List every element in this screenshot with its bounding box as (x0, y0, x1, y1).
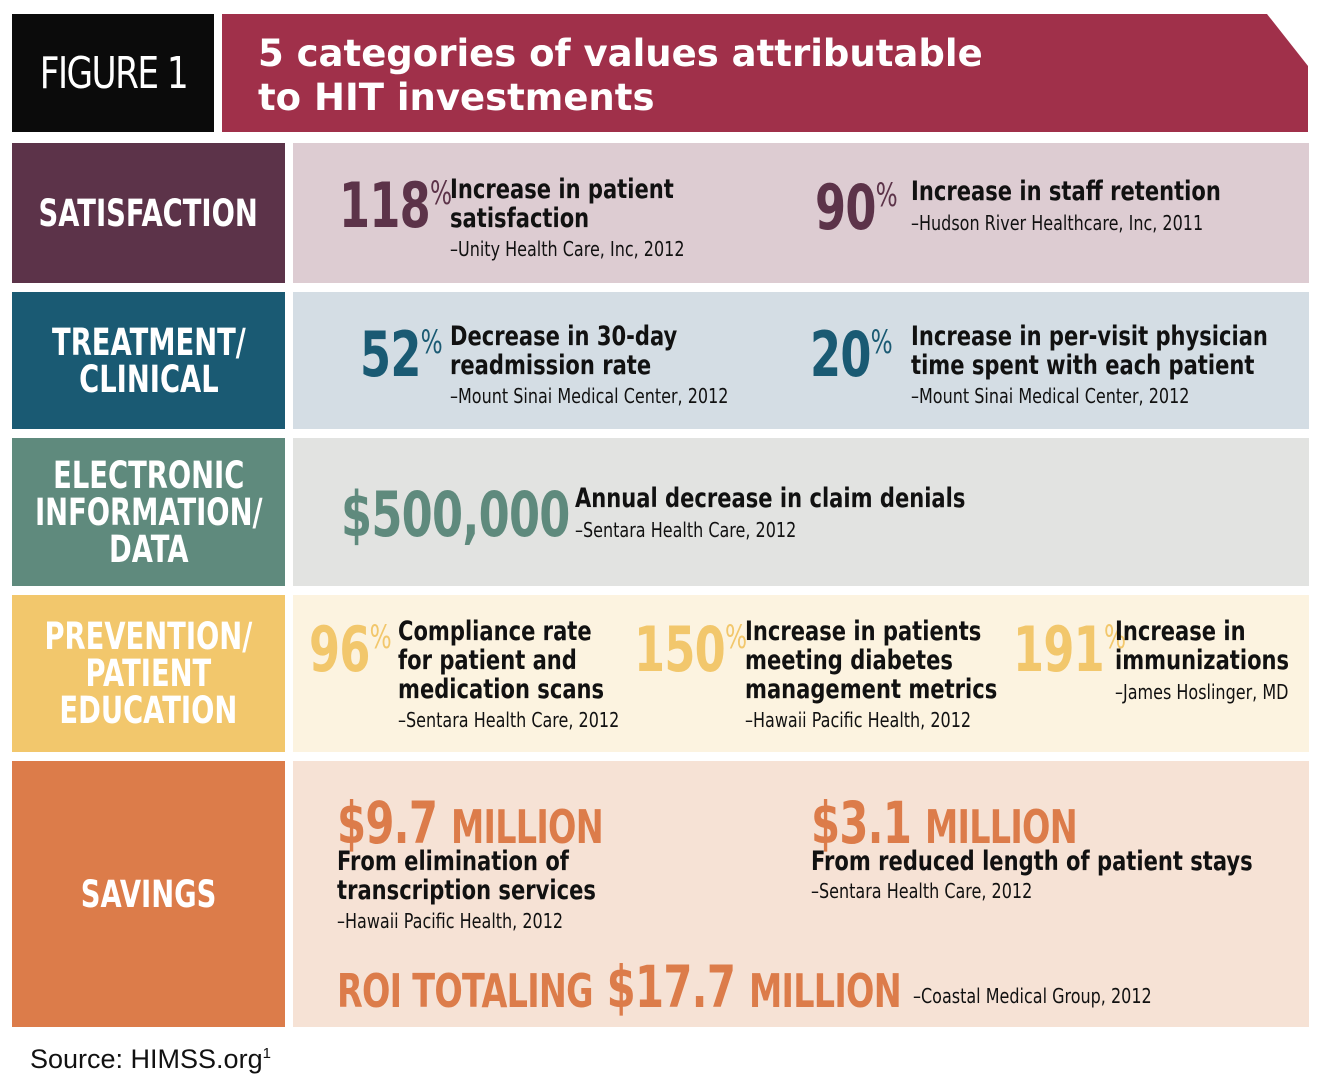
stat-source: –Hawaii Pacific Health, 2012 (337, 909, 564, 933)
category-label: SATISFACTION (38, 191, 259, 235)
stat-value: 90% (815, 171, 898, 244)
stat-description: Increase in patients meeting diabetes ma… (745, 616, 998, 705)
stat-source: –Mount Sinai Medical Center, 2012 (911, 384, 1190, 408)
stat-value: $3.1 MILLION (811, 789, 1078, 857)
stat-source: –Sentara Health Care, 2012 (811, 879, 1033, 903)
stat-value: 150% (634, 613, 748, 686)
stat-description: Annual decrease in claim denials (575, 483, 966, 514)
stat-description: Increase in per-visit physician time spe… (911, 321, 1268, 381)
stat-source: –James Hoslinger, MD (1115, 680, 1289, 704)
stat-value: $9.7 MILLION (337, 789, 604, 857)
panel-treatment: 52% Decrease in 30-day readmission rate … (293, 292, 1309, 429)
stat-description: Increase in staff retention (911, 176, 1221, 207)
panel-prevention: 96% Compliance rate for patient and medi… (293, 595, 1309, 752)
category-label: SAVINGS (80, 872, 217, 916)
panel-savings: $9.7 MILLION From elimination of transcr… (293, 761, 1309, 1027)
roi-total: ROI TOTALING $17.7 MILLION (337, 953, 902, 1021)
stat-value: 191% (1013, 613, 1127, 686)
title-line-2: to HIT investments (258, 76, 655, 119)
roi-source: –Coastal Medical Group, 2012 (913, 984, 1152, 1008)
source-note: Source: HIMSS.org1 (30, 1044, 271, 1074)
panel-satisfaction: 118% Increase in patient satisfaction –U… (293, 143, 1309, 283)
stat-description: Increase in patient satisfaction (450, 174, 674, 234)
category-satisfaction: SATISFACTION (12, 143, 285, 283)
stat-source: –Hudson River Healthcare, Inc, 2011 (911, 211, 1204, 235)
stat-description: From elimination of transcription servic… (337, 846, 596, 906)
figure-label: FIGURE 1 (12, 14, 214, 132)
stat-value: 118% (339, 169, 453, 242)
category-treatment: TREATMENT/ CLINICAL (12, 292, 285, 429)
stat-source: –Sentara Health Care, 2012 (575, 518, 797, 542)
figure-label-text: FIGURE 1 (39, 47, 188, 99)
title-banner: 5 categories of values attributable to H… (222, 14, 1308, 132)
stat-description: From reduced length of patient stays (811, 846, 1253, 877)
title-line-1: 5 categories of values attributable (258, 32, 983, 75)
category-label: PREVENTION/ PATIENT EDUCATION (44, 615, 253, 732)
panel-electronic: $500,000 Annual decrease in claim denial… (293, 438, 1309, 586)
stat-description: Compliance rate for patient and medicati… (398, 616, 605, 705)
category-label: TREATMENT/ CLINICAL (51, 320, 246, 401)
stat-description: Decrease in 30-day readmission rate (450, 321, 678, 381)
category-label: ELECTRONIC INFORMATION/ DATA (34, 453, 263, 571)
stat-value: 52% (360, 318, 443, 391)
category-prevention: PREVENTION/ PATIENT EDUCATION (12, 595, 285, 752)
stat-source: –Hawaii Pacific Health, 2012 (745, 708, 972, 732)
stat-source: –Mount Sinai Medical Center, 2012 (450, 384, 729, 408)
stat-value: 96% (309, 613, 392, 686)
category-electronic: ELECTRONIC INFORMATION/ DATA (12, 438, 285, 586)
stat-source: –Unity Health Care, Inc, 2012 (450, 237, 685, 261)
category-savings: SAVINGS (12, 761, 285, 1027)
stat-value: 20% (810, 318, 893, 391)
stat-description: Increase in immunizations (1115, 616, 1290, 676)
stat-source: –Sentara Health Care, 2012 (398, 708, 620, 732)
stat-value: $500,000 (341, 478, 570, 551)
